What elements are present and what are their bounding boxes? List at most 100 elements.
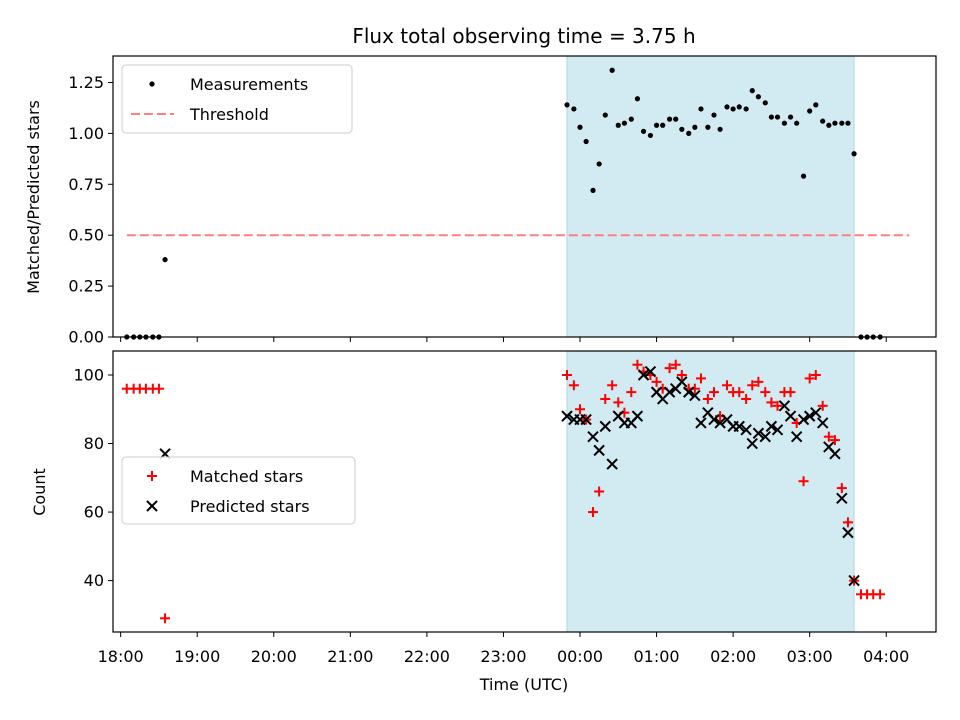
predicted-stars-point [778,400,791,412]
measurement-point [692,124,698,130]
measurement-point [832,120,838,126]
measurement-point [794,120,800,126]
x-tick-label: 19:00 [174,647,220,666]
measurement-point [666,116,673,122]
matched-stars-point [804,373,815,384]
measurement-point [768,114,775,120]
predicted-stars-marker-b [644,365,657,378]
measurement-point [711,112,717,118]
top-panel-y-tick-label: 0.75 [68,175,104,194]
measurement-point [698,106,704,112]
matched-stars-point [670,359,681,370]
measurement-point [730,106,736,112]
predicted-stars-marker-b [842,526,854,539]
measurement-point [590,187,596,193]
predicted-stars-point [587,430,599,443]
matched-stars-point [568,380,579,391]
predicted-stars-marker-b [580,413,592,426]
legend-predicted-marker [146,500,158,512]
x-tick-label: 04:00 [863,647,909,666]
predicted-stars-marker-b [702,406,714,419]
predicted-stars-marker-b [803,410,816,422]
x-tick-label: 23:00 [480,647,526,666]
predicted-stars-point [683,386,695,398]
predicted-stars-point [631,410,644,422]
matched-stars-point [607,380,618,391]
measurement-point [634,96,641,102]
top-panel-observing-interval-shade [566,55,855,338]
x-tick-label: 22:00 [404,647,450,666]
matched-stars-point [741,393,752,404]
top-panel-y-tick-label: 1.25 [68,73,104,92]
measurement-point [826,122,832,128]
matched-stars-point [561,369,572,380]
predicted-stars-marker-b [752,427,765,439]
bottom-panel-legend: Matched stars Predicted stars [121,456,356,525]
predicted-stars-marker-b [848,574,860,587]
measurement-point [749,88,755,94]
bottom-panel-frame [112,350,937,633]
measurement-point [781,120,788,126]
predicted-stars-marker-b [663,386,676,398]
predicted-stars-point [752,427,765,439]
x-tick-label: 01:00 [634,647,680,666]
predicted-stars-marker-b [810,406,822,419]
predicted-stars-marker-b [637,369,650,381]
x-tick-label: 21:00 [327,647,373,666]
predicted-stars-point [733,420,745,433]
measurement-point [845,120,851,126]
top-panel-y-axis-label: Matched/Predicted stars [24,100,43,294]
bottom-panel-y-tick-label: 60 [84,503,104,522]
bottom-panel-y-tick-label: 80 [84,434,104,453]
predicted-stars-marker-b [784,410,797,422]
predicted-stars-marker-b [612,410,624,422]
predicted-stars-point [810,406,822,419]
matched-stars-point [702,393,713,404]
predicted-stars-point [836,492,848,505]
matched-stars-point [695,373,706,384]
predicted-stars-marker-b [759,430,771,443]
predicted-stars-marker-b [836,492,848,505]
predicted-stars-marker-b [765,420,778,433]
measurement-point [686,130,692,136]
predicted-stars-point [784,410,797,422]
matched-stars-point [836,483,847,494]
measurement-point [647,132,654,139]
predicted-stars-point [561,410,573,422]
predicted-stars-point [829,448,841,460]
predicted-stars-point [644,365,657,378]
measurement-point [755,94,761,100]
matched-stars-point [772,400,783,411]
matched-stars-point [760,387,771,398]
x-tick-label: 20:00 [251,647,297,666]
bottom-panel-y-axis-label: Count [30,468,49,516]
predicted-stars-marker-b [708,413,720,426]
legend-matched-marker [147,471,157,481]
measurement-point [736,104,742,110]
bottom-panel-observing-interval-shade [566,350,855,633]
predicted-stars-marker-b [733,420,745,433]
predicted-stars-marker-b [797,413,810,426]
measurement-point [774,114,781,120]
measurement-point [717,126,723,132]
measurement-point [724,104,730,110]
top-panel-legend-box [121,64,353,134]
predicted-stars-marker-b [823,441,835,453]
predicted-stars-marker-b [683,386,695,398]
matched-stars-point [842,517,853,528]
legend-measurements-marker [149,81,155,87]
matched-stars-point [160,613,171,624]
predicted-stars-point [848,574,860,587]
matched-stars-point [785,387,796,398]
predicted-stars-point [765,420,778,433]
predicted-stars-point [759,430,771,443]
top-panel-y-tick-label: 0.50 [68,226,104,245]
measurement-point [640,128,647,134]
predicted-stars-marker-b [740,424,752,436]
predicted-stars-point [842,526,854,539]
measurement-point [602,112,608,118]
matched-stars-point [721,380,732,391]
matched-stars-point [594,486,605,497]
predicted-stars-point [580,413,592,426]
measurement-point [577,124,583,130]
